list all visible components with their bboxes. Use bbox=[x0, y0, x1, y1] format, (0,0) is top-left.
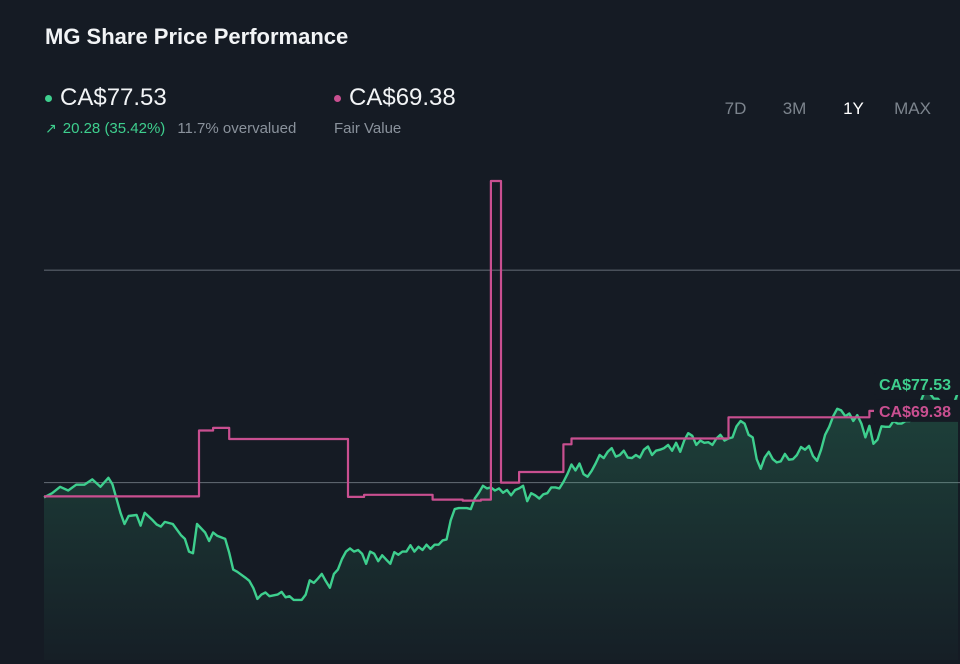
range-1y-button[interactable]: 1Y bbox=[843, 99, 864, 118]
range-7d-button[interactable]: 7D bbox=[724, 99, 747, 118]
price-line bbox=[43, 387, 960, 602]
arrow-up-right-icon: ↗ bbox=[45, 120, 57, 136]
current-price-block: CA$77.53 ↗ 20.28 (35.42%) 11.7% overvalu… bbox=[45, 84, 296, 137]
valuation-status: 11.7% overvalued bbox=[177, 120, 297, 137]
fair_value-line bbox=[44, 179, 958, 502]
fair-value-dot-icon bbox=[334, 94, 341, 102]
current-price-dot-icon bbox=[45, 94, 52, 102]
chart-title: MG Share Price Performance bbox=[45, 24, 349, 49]
current-price-value: CA$77.53 bbox=[60, 84, 167, 111]
fair-value-end-label-bg bbox=[874, 399, 960, 422]
fair-value-block: CA$69.38 Fair Value bbox=[334, 84, 456, 137]
fair-value-end-label: CA$69.38 bbox=[879, 404, 951, 421]
price-end-label-bg bbox=[874, 373, 960, 395]
price-change: 20.28 (35.42%) bbox=[62, 120, 166, 137]
range-max-button[interactable]: MAX bbox=[894, 99, 931, 118]
price-end-label: CA$77.53 bbox=[879, 377, 951, 394]
fair-value-price: CA$69.38 bbox=[349, 84, 456, 111]
range-3m-button[interactable]: 3M bbox=[782, 99, 807, 118]
price-area bbox=[44, 388, 958, 660]
fair-value-label: Fair Value bbox=[334, 120, 402, 137]
time-range-selector: 7D 3M 1Y MAX bbox=[706, 99, 942, 119]
